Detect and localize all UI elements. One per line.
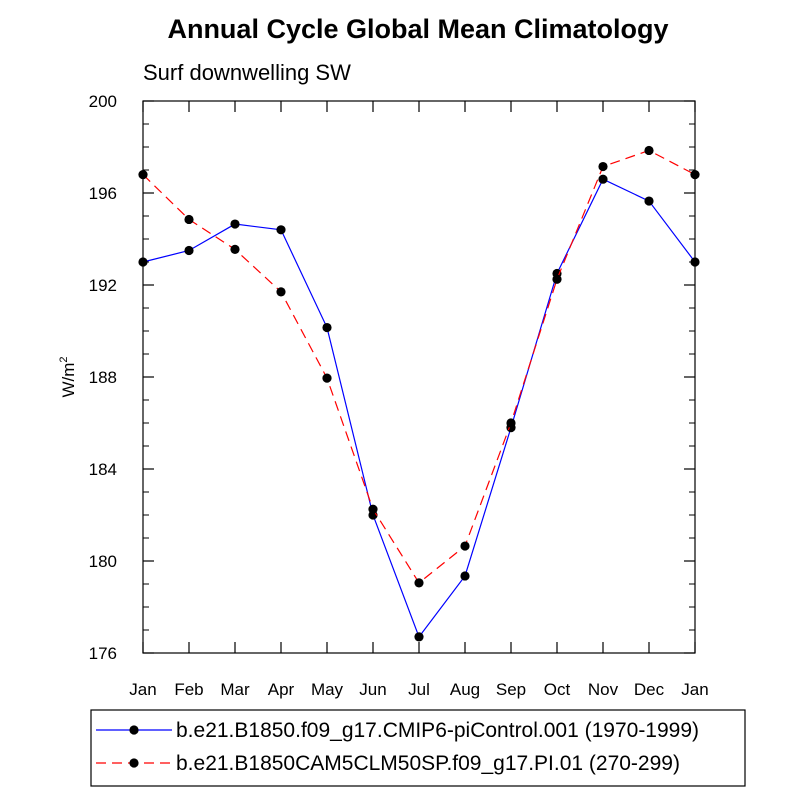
x-tick-label: Dec (634, 680, 665, 699)
y-axis-label: W/m2 (58, 356, 78, 397)
series-layer (138, 145, 700, 642)
data-point-series-2 (414, 578, 424, 588)
x-tick-label: Jan (681, 680, 708, 699)
data-point-series-1 (276, 225, 286, 235)
data-point-series-2 (598, 161, 608, 172)
x-tick-label: Mar (220, 680, 250, 699)
data-point-series-2 (506, 418, 516, 428)
data-point-series-2 (460, 541, 470, 551)
data-point-series-1 (690, 257, 700, 267)
x-tick-label: Oct (544, 680, 571, 699)
x-tick-label: Sep (496, 680, 526, 699)
x-tick-label: Jun (359, 680, 386, 699)
data-point-series-2 (138, 170, 148, 180)
data-point-series-2 (230, 244, 240, 254)
data-point-series-2 (322, 373, 332, 383)
data-point-series-2 (368, 504, 378, 514)
x-tick-label: Feb (174, 680, 203, 699)
data-point-series-1 (138, 257, 148, 267)
x-tick-label: May (311, 680, 344, 699)
y-tick-label: 180 (89, 552, 117, 571)
x-tick-label: Aug (450, 680, 480, 699)
data-point-series-1 (322, 322, 332, 333)
legend-box (90, 709, 746, 787)
series-line-2 (142, 149, 696, 584)
y-tick-label: 200 (89, 92, 117, 111)
x-tick-label: Jan (129, 680, 156, 699)
legend: b.e21.B1850.f09_g17.CMIP6-piControl.001 … (96, 719, 699, 775)
data-point-series-2 (276, 287, 286, 297)
y-tick-label: 192 (89, 276, 117, 295)
data-point-series-2 (644, 145, 654, 156)
axes-layer: Jan Feb Mar Apr May Jun Jul Aug Sep Oct Nov Dec Jan 1… (89, 92, 709, 699)
y-tick-label: 196 (89, 184, 117, 203)
data-point-series-1 (184, 245, 194, 256)
data-point-series-1 (414, 632, 424, 642)
legend-swatch-marker-2 (129, 758, 139, 768)
legend-swatch-marker-1 (129, 725, 139, 735)
x-tick-label: Jul (408, 680, 430, 699)
data-point-series-1 (460, 571, 470, 581)
legend-label-2: b.e21.B1850CAM5CLM50SP.f09_g17.PI.01 (27… (176, 752, 680, 775)
y-axis-label-superscript: 2 (58, 356, 70, 362)
series-line-1 (142, 178, 696, 639)
y-tick-label: 188 (89, 368, 117, 387)
data-point-series-2 (184, 214, 194, 225)
data-point-series-2 (552, 274, 562, 284)
y-tick-label: 176 (89, 644, 117, 663)
x-tick-label: Nov (588, 680, 619, 699)
chart-title: Annual Cycle Global Mean Climatology (167, 14, 668, 44)
y-axis-label-text: W/m (59, 363, 78, 398)
y-tick-label: 184 (89, 460, 117, 479)
data-point-series-1 (644, 196, 654, 206)
data-point-series-2 (690, 170, 700, 180)
data-point-series-1 (230, 219, 240, 229)
chart-subtitle: Surf downwelling SW (143, 60, 351, 85)
legend-label-1: b.e21.B1850.f09_g17.CMIP6-piControl.001 … (176, 719, 699, 742)
x-tick-label: Apr (268, 680, 295, 699)
data-point-series-1 (598, 174, 608, 184)
